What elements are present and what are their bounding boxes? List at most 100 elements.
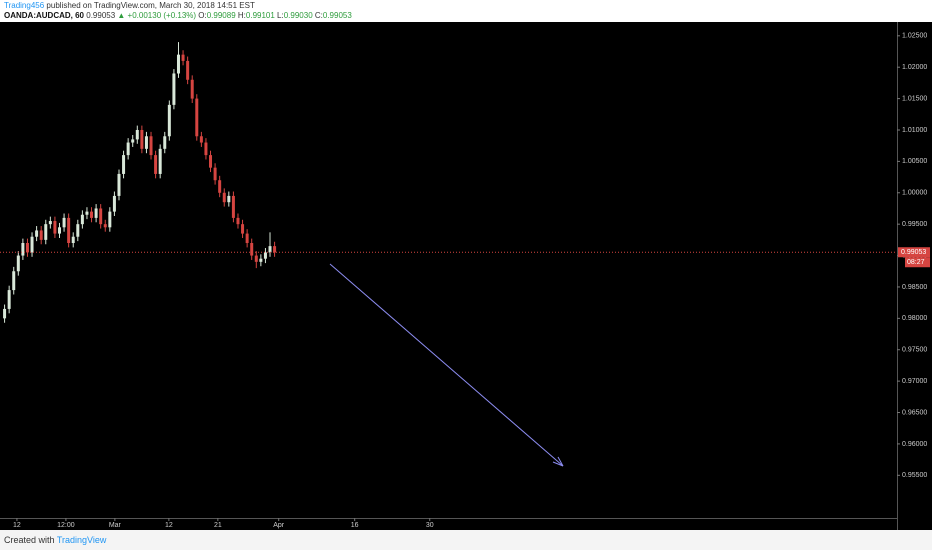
- created: Created with: [4, 535, 55, 545]
- header: Trading456 published on TradingView.com,…: [0, 0, 932, 22]
- candle-body: [268, 246, 272, 253]
- y-tick-label: 1.00500: [902, 158, 927, 165]
- candle-body: [80, 214, 84, 225]
- y-tick-label: 1.00000: [902, 190, 927, 197]
- candle-body: [259, 258, 263, 262]
- y-tick-label: 1.02500: [902, 33, 927, 40]
- candle-body: [236, 217, 240, 225]
- y-tick-label: 0.96000: [902, 441, 927, 448]
- x-tick-label: 12: [165, 522, 173, 529]
- candle-body: [172, 73, 176, 105]
- candle-body: [263, 252, 267, 259]
- arrow-head: [552, 456, 564, 467]
- candle-body: [94, 208, 98, 218]
- last: 0.99053: [86, 11, 116, 20]
- y-tick-label: 0.96500: [902, 409, 927, 416]
- l: 0.99030: [283, 11, 313, 20]
- candle-body: [44, 224, 48, 240]
- y-tick-label: 0.98000: [902, 315, 927, 322]
- last-price-tag: [898, 247, 930, 258]
- y-tick-label: 0.98500: [902, 284, 927, 291]
- candle-body: [163, 136, 167, 149]
- publish-line: Trading456 published on TradingView.com,…: [4, 1, 932, 11]
- candle-body: [131, 139, 135, 143]
- candle-body: [204, 142, 208, 156]
- candle-body: [144, 136, 148, 149]
- candle-body: [227, 195, 231, 203]
- y-tick-label: 1.02000: [902, 64, 927, 71]
- candle-body: [21, 243, 25, 256]
- candle-body: [12, 271, 16, 291]
- candle-body: [222, 192, 226, 203]
- candle-body: [213, 167, 217, 181]
- candle-body: [117, 173, 121, 196]
- candle-body: [62, 217, 66, 228]
- symbol: OANDA:AUDCAD, 60: [4, 11, 85, 20]
- candle-body: [85, 211, 89, 215]
- candle-body: [16, 255, 20, 272]
- candle-body: [57, 227, 61, 234]
- candle-body: [181, 54, 185, 61]
- h-label: H:: [237, 11, 246, 20]
- candle-body: [149, 136, 153, 156]
- c-label: C:: [314, 11, 323, 20]
- countdown: 08:27: [907, 259, 925, 266]
- quote-line: OANDA:AUDCAD, 60 0.99053 ▲ +0.00130 (+0.…: [4, 11, 932, 21]
- candle-body: [195, 98, 199, 137]
- candle-body: [90, 211, 94, 218]
- chart: 0.95500 0.96000 0.96500 0.97000 0.97500 0.980…: [0, 22, 932, 530]
- brand[interactable]: TradingView: [56, 535, 107, 545]
- l-label: L:: [277, 11, 284, 20]
- o-label: O:: [198, 11, 207, 20]
- candle-body: [67, 217, 71, 244]
- candle-body: [167, 104, 171, 137]
- candle-body: [126, 142, 130, 156]
- candle-body: [71, 236, 75, 244]
- candle-body: [30, 236, 34, 253]
- candle-body: [112, 195, 116, 212]
- x-tick-label: 12:00: [57, 522, 75, 529]
- trend-arrow[interactable]: [329, 263, 564, 467]
- candle-body: [53, 221, 57, 234]
- candle-body: [209, 155, 213, 168]
- candle-body: [122, 155, 126, 174]
- y-tick-label: 0.97000: [902, 378, 927, 385]
- last-price-label: 0.99053: [901, 249, 926, 256]
- author[interactable]: Trading456: [4, 1, 45, 10]
- candle-body: [25, 243, 29, 253]
- countdown-tag: [905, 257, 930, 268]
- candle-body: [254, 255, 258, 262]
- candle-body: [231, 195, 235, 218]
- x-tick-label: Apr: [273, 522, 285, 529]
- x-tick-label: 30: [426, 522, 434, 529]
- candle-body: [250, 243, 254, 256]
- candle-body: [158, 148, 162, 174]
- y-tick-label: 0.99500: [902, 221, 927, 228]
- candle-body: [190, 79, 194, 99]
- y-tick-label: 0.95500: [902, 472, 927, 479]
- footer: Created with TradingView: [0, 530, 932, 550]
- candle-body: [108, 211, 112, 228]
- x-tick-label: 12: [13, 522, 21, 529]
- x-tick-label: Mar: [109, 522, 122, 529]
- candle-body: [140, 129, 144, 149]
- o: 0.99089: [206, 11, 236, 20]
- change: ▲ +0.00130 (+0.13%): [117, 11, 197, 20]
- c: 0.99053: [322, 11, 352, 20]
- candle-body: [7, 290, 11, 309]
- candle-body: [241, 224, 245, 234]
- candle-body: [48, 221, 52, 225]
- candle-body: [154, 155, 158, 174]
- candle-body: [218, 180, 222, 193]
- candle-body: [186, 60, 190, 80]
- y-tick-label: 1.01500: [902, 95, 927, 102]
- y-tick-label: 1.01000: [902, 127, 927, 134]
- candle-body: [135, 129, 139, 140]
- x-tick-label: 16: [351, 522, 359, 529]
- candle-body: [39, 230, 43, 240]
- y-tick-label: 0.97500: [902, 347, 927, 354]
- candle-body: [273, 246, 277, 253]
- candle-body: [76, 224, 80, 237]
- candle-body: [35, 230, 39, 237]
